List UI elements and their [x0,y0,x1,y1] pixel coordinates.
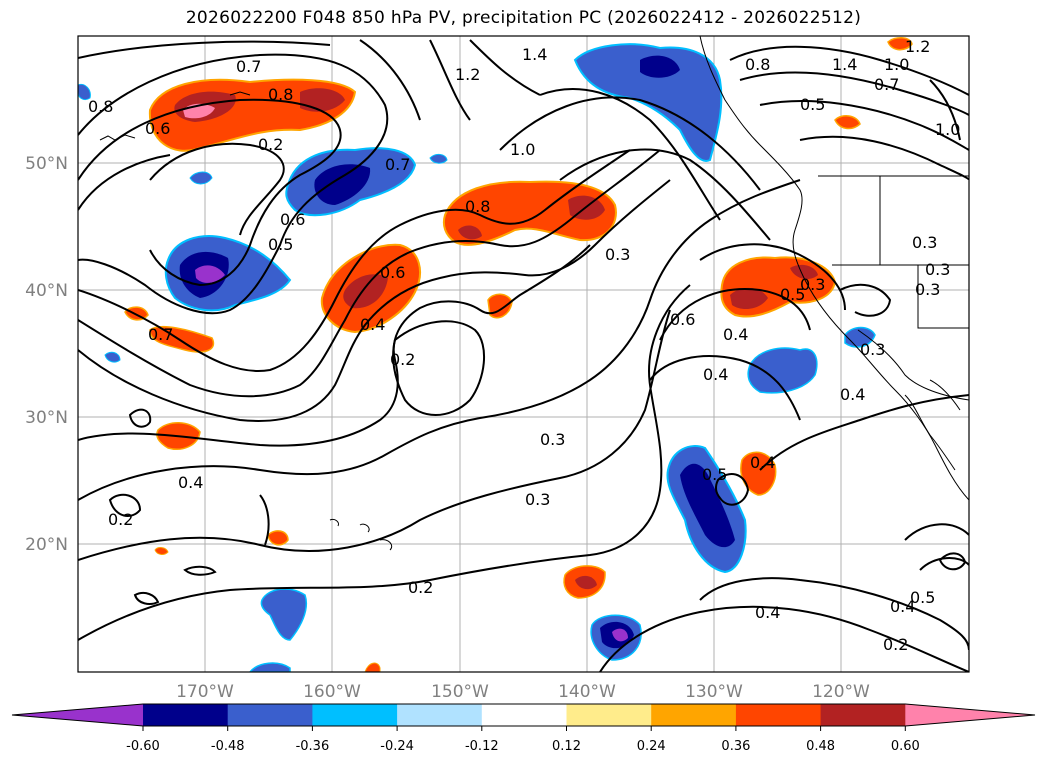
lon-label: 160°W [303,682,361,702]
contour-label: 1.0 [935,120,960,139]
contour-label: 0.4 [755,603,780,622]
contour-label: 0.3 [605,245,630,264]
colorbar-tick-label: 0.36 [721,739,750,754]
contour-label: 0.4 [890,597,915,616]
lat-label: 20°N [25,535,68,555]
contour-label: 1.4 [832,55,857,74]
contour-label: 0.2 [108,510,133,529]
colorbar-boxes [11,703,1036,727]
contour-label: 0.5 [702,465,727,484]
colorbar-box [143,704,229,726]
colorbar-tick-label: 0.12 [552,739,581,754]
lat-label: 30°N [25,408,68,428]
contour-label: 1.2 [455,65,480,84]
contour-label: 0.8 [465,197,490,216]
contour-label: 0.7 [236,57,261,76]
contour-labels: 0.7 0.8 0.6 0.2 0.8 1.2 1.4 1.0 0.7 0.5 … [88,37,960,654]
contour-label: 0.6 [670,310,695,329]
contour-label: 0.6 [380,263,405,282]
contour-label: 0.5 [780,285,805,304]
contour-label: 0.3 [525,490,550,509]
contour-label: 0.2 [258,135,283,154]
colorbar-box [820,704,906,726]
colorbar-tick-label: 0.60 [891,739,920,754]
lon-label: 120°W [812,682,870,702]
contour-label: 0.3 [912,233,937,252]
lat-label: 40°N [25,281,68,301]
pv-contours [78,39,969,672]
colorbar-extend-min [12,704,143,726]
colorbar-box [397,704,483,726]
contour-label: 0.4 [178,473,203,492]
contour-label: 1.4 [522,45,547,64]
contour-label: 0.8 [745,55,770,74]
contour-label: 0.7 [385,155,410,174]
colorbar-ticks: -0.60 -0.48 -0.36 -0.24 -0.12 0.12 0.24 0.36 0.4… [126,726,920,754]
lon-label: 170°W [176,682,234,702]
contour-label: 0.8 [268,85,293,104]
map-title: 2026022200 F048 850 hPa PV, precipitatio… [185,8,862,28]
contour-label: 0.4 [360,315,385,334]
contour-label: 0.5 [800,95,825,114]
colorbar-box [227,704,313,726]
contour-label: 0.7 [874,75,899,94]
lat-label: 50°N [25,154,68,174]
colorbar-tick-label: -0.60 [126,739,160,754]
colorbar-tick-label: -0.48 [211,739,245,754]
contour-label: 0.4 [723,325,748,344]
colorbar-box [481,704,567,726]
colorbar-box [735,704,822,726]
contour-label: 0.6 [145,119,170,138]
colorbar-tick-label: 0.24 [637,739,666,754]
lon-label: 130°W [685,682,743,702]
contour-label: 0.5 [910,588,935,607]
contour-label: 0.6 [280,210,305,229]
contour-label: 0.8 [88,97,113,116]
contour-label: 0.3 [860,340,885,359]
lon-label: 140°W [558,682,616,702]
contour-label: 0.4 [840,385,865,404]
contour-label: 0.3 [540,430,565,449]
colorbar-box [312,704,398,726]
contour-label: 1.2 [905,37,930,56]
lon-label: 150°W [431,682,489,702]
colorbar-box [651,704,737,726]
contour-label: 0.2 [390,350,415,369]
contour-label: 0.3 [925,260,950,279]
contour-label: 0.7 [148,325,173,344]
contour-label: 0.2 [883,635,908,654]
colorbar-box [566,704,652,726]
lon-labels: 170°W 160°W 150°W 140°W 130°W 120°W [176,682,870,702]
map-frame [77,35,970,673]
contour-label: 1.0 [884,55,909,74]
contour-label: 1.0 [510,140,535,159]
colorbar-tick-label: -0.12 [465,739,499,754]
colorbar-tick-label: 0.48 [806,739,835,754]
lat-labels: 50°N 40°N 30°N 20°N [25,154,68,555]
colorbar-extend-max [905,704,1035,726]
colorbar-tick-label: -0.36 [296,739,330,754]
contour-label: 0.4 [703,365,728,384]
contour-label: 0.2 [408,578,433,597]
contour-label: 0.3 [800,275,825,294]
colorbar-tick-label: -0.24 [380,739,414,754]
colorbar: -0.60 -0.48 -0.36 -0.24 -0.12 0.12 0.24 0.36 0.4… [11,703,1036,754]
contour-label: 0.3 [915,280,940,299]
contour-label: 0.4 [750,453,775,472]
contour-label: 0.5 [268,235,293,254]
